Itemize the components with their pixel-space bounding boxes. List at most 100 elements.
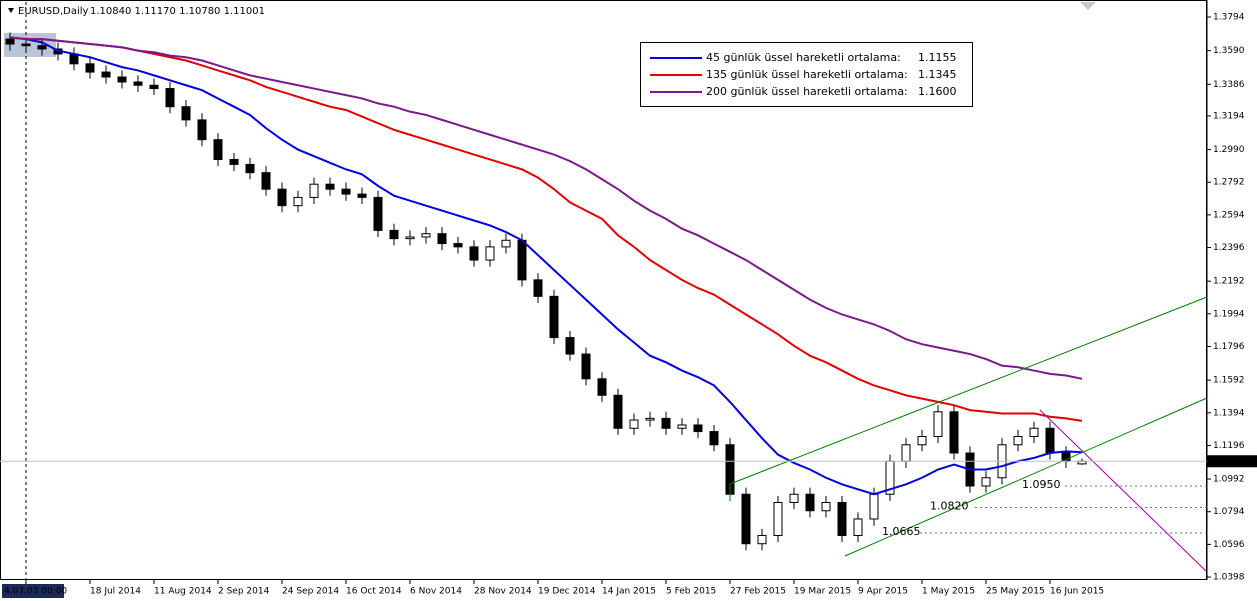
candle-body	[373, 196, 383, 231]
x-tick-label: 1 May 2015	[922, 587, 975, 597]
candle-body	[117, 76, 127, 83]
candle-body	[453, 243, 463, 248]
legend-value: 1.1345	[918, 68, 957, 81]
x-tick-label: 5 Feb 2015	[666, 587, 716, 597]
candle-body	[101, 71, 111, 78]
x-tick-label: 28 Nov 2014	[474, 587, 532, 597]
candle-body	[917, 436, 927, 446]
channel-lower	[844, 397, 1208, 557]
level-label: 1.0665	[882, 525, 921, 538]
candle-body	[869, 493, 879, 520]
candle-body	[181, 106, 191, 121]
candle-body	[37, 45, 47, 50]
candle-body	[789, 493, 799, 503]
y-tick-label: 1.0992	[1213, 475, 1245, 485]
candle-body	[549, 295, 559, 339]
y-tick-label: 1.1994	[1213, 309, 1245, 319]
moving-average	[9, 36, 1083, 496]
legend-label: 200 günlük üssel hareketli ortalama:	[706, 85, 908, 98]
y-tick-label: 1.1394	[1213, 408, 1245, 418]
quote: 1.10840 1.11170 1.10780 1.11001	[90, 6, 265, 17]
candle-body	[309, 183, 319, 198]
candle-body	[1029, 427, 1039, 438]
menu-arrow	[8, 8, 14, 13]
candle-body	[21, 43, 31, 47]
y-tick-label: 1.3386	[1213, 80, 1245, 90]
x-label-highlight	[2, 584, 64, 598]
candle-body	[805, 493, 815, 512]
candle-body	[709, 431, 719, 446]
y-tick-label: 1.0794	[1213, 507, 1245, 517]
trend-line	[1039, 409, 1208, 573]
x-tick-label: 6 Nov 2014	[410, 587, 462, 597]
candle-body	[581, 353, 591, 380]
x-tick-label: 11 Aug 2014	[154, 587, 212, 597]
candle-body	[421, 233, 431, 238]
y-tick-label: 1.2192	[1213, 277, 1245, 287]
candle-body	[5, 38, 15, 45]
x-tick-label: 25 May 2015	[986, 587, 1045, 597]
candle-body	[597, 378, 607, 396]
y-tick-label: 1.1592	[1213, 376, 1245, 386]
y-tick-label: 1.3194	[1213, 111, 1245, 121]
candle-body	[261, 172, 271, 190]
x-tick-label: 4.07.03 00:00	[4, 587, 67, 597]
y-tick-label: 1.2594	[1213, 210, 1245, 220]
y-tick-label: 1.1796	[1213, 342, 1245, 352]
candle-body	[837, 501, 847, 536]
candle-body	[325, 183, 335, 190]
candle-body	[757, 534, 767, 545]
level-label: 1.0950	[1022, 478, 1061, 491]
shift-marker	[1080, 2, 1096, 10]
candle-body	[933, 411, 943, 438]
symbol: EURUSD,Daily	[18, 6, 89, 17]
current-price-label: 1.11001	[1211, 457, 1248, 467]
x-tick-label: 18 Jul 2014	[90, 587, 141, 597]
candle-body	[565, 337, 575, 355]
candle-body	[517, 239, 527, 281]
candle-body	[277, 188, 287, 207]
candle-body	[85, 63, 95, 73]
legend-value: 1.1600	[918, 85, 957, 98]
candle-body	[389, 229, 399, 240]
y-tick-label: 1.0398	[1213, 573, 1245, 583]
candle-body	[661, 417, 671, 429]
x-tick-label: 19 Mar 2015	[794, 587, 851, 597]
candle-body	[485, 246, 495, 261]
y-tick-label: 1.3794	[1213, 12, 1245, 22]
candle-body	[1013, 436, 1023, 446]
candle-body	[133, 81, 143, 86]
channel-upper	[729, 296, 1208, 485]
x-tick-label: 16 Oct 2014	[346, 587, 402, 597]
candle-body	[901, 444, 911, 462]
candle-body	[821, 501, 831, 512]
candle-body	[693, 424, 703, 433]
current-price-box	[1207, 455, 1257, 468]
legend-value: 1.1155	[918, 51, 957, 64]
legend-label: 135 günlük üssel hareketli ortalama:	[706, 68, 908, 81]
candle-body	[741, 493, 751, 545]
y-tick-label: 1.3590	[1213, 46, 1245, 56]
level-label: 1.0820	[930, 499, 969, 512]
candle-body	[293, 196, 303, 207]
candle-body	[341, 188, 351, 195]
candle-body	[149, 84, 159, 90]
candle-body	[629, 419, 639, 429]
candle-body	[677, 424, 687, 429]
candle-body	[613, 394, 623, 429]
x-tick-label: 24 Sep 2014	[282, 587, 339, 597]
x-tick-label: 14 Jan 2015	[602, 587, 656, 597]
x-tick-label: 2 Sep 2014	[218, 587, 270, 597]
x-tick-label: 9 Apr 2015	[858, 587, 908, 597]
moving-average	[9, 36, 1083, 422]
candle-body	[437, 233, 447, 245]
plot-frame	[0, 0, 1207, 580]
y-tick-label: 1.2792	[1213, 178, 1245, 188]
candle-body	[165, 88, 175, 108]
y-tick-label: 1.2990	[1213, 145, 1245, 155]
y-tick-label: 1.2396	[1213, 243, 1245, 253]
candle-body	[229, 158, 239, 165]
candle-body	[949, 411, 959, 454]
candle-body	[213, 139, 223, 160]
